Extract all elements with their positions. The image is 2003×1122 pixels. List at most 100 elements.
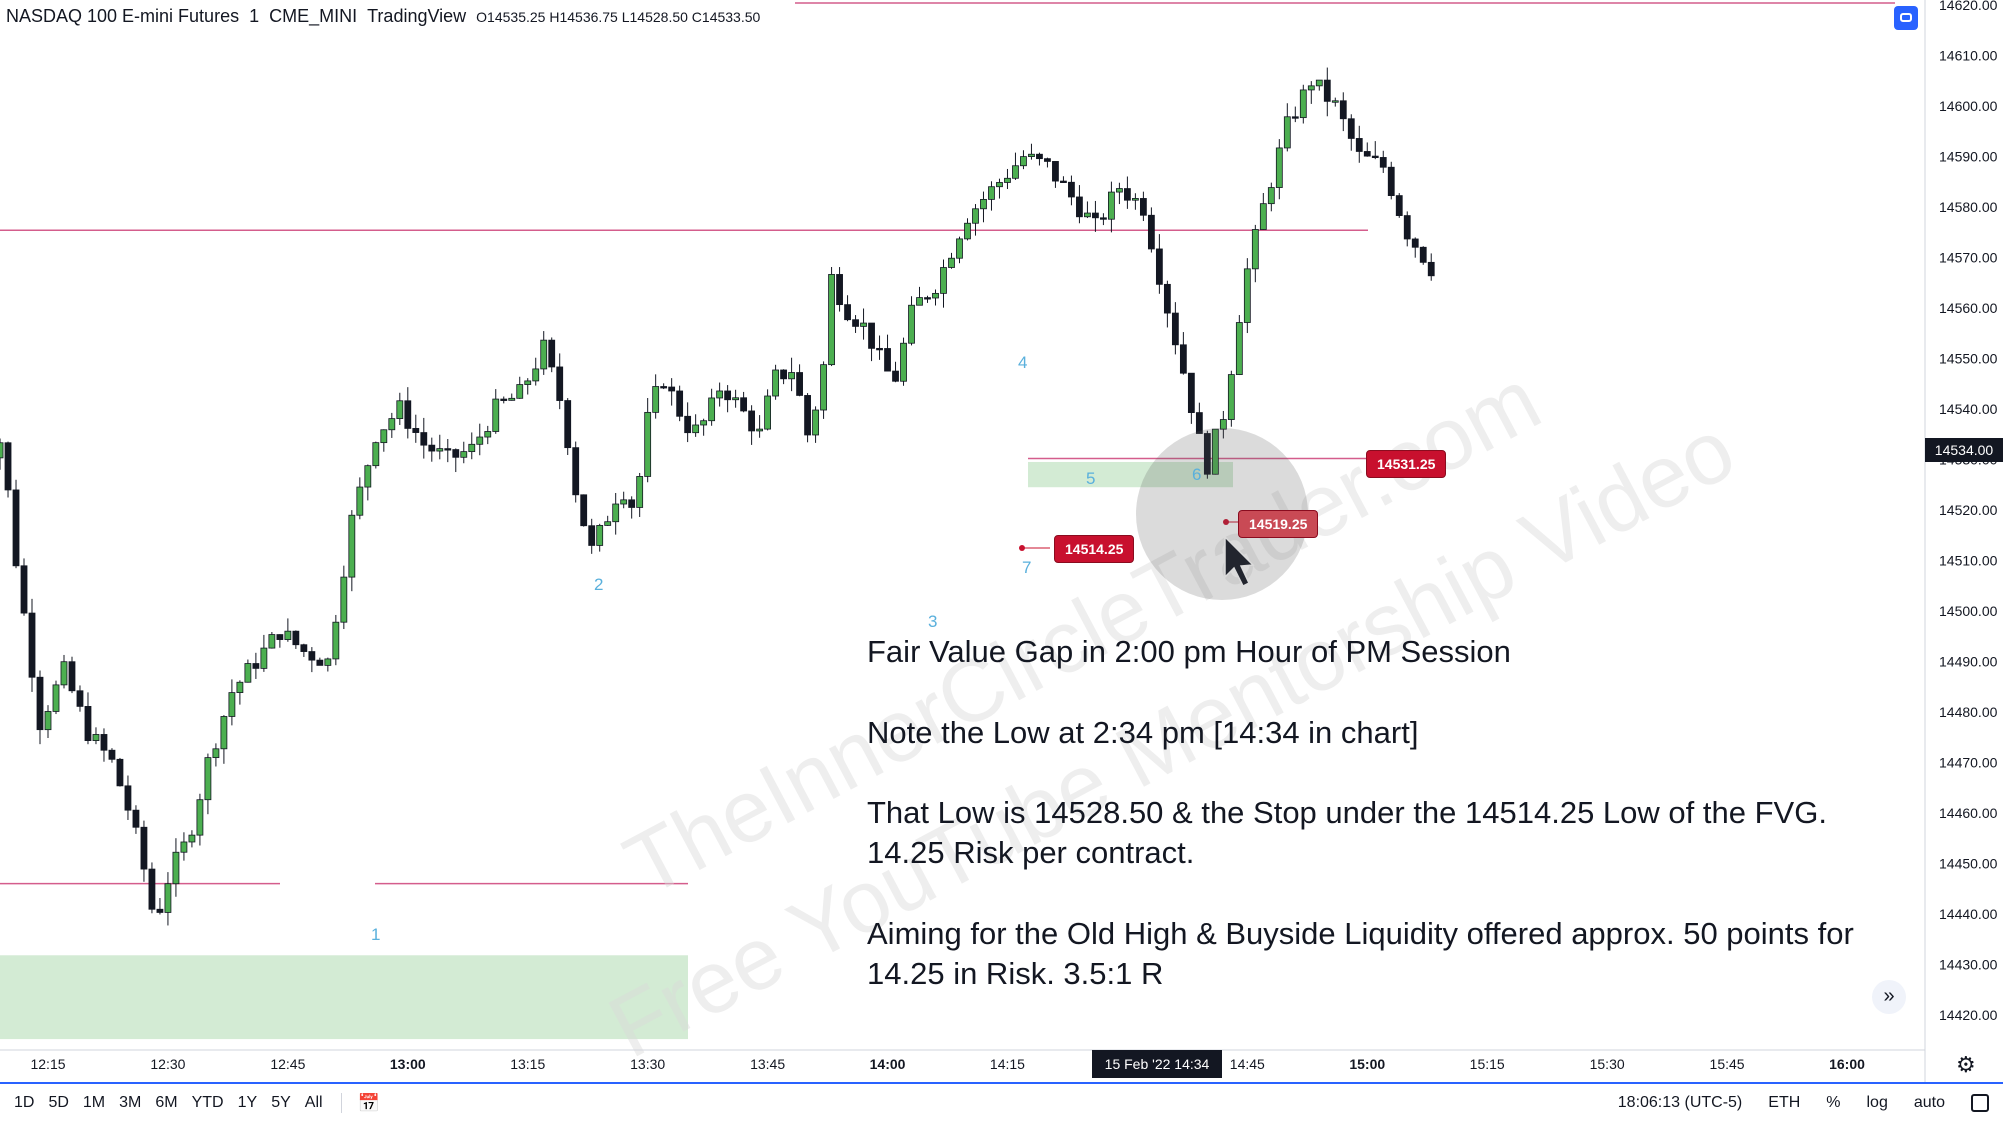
candle-bear — [428, 444, 436, 452]
candle-bear — [140, 826, 148, 870]
log-toggle[interactable]: log — [1866, 1094, 1888, 1111]
timeframe-ytd[interactable]: YTD — [191, 1094, 224, 1111]
wave-label-2: 2 — [594, 575, 604, 594]
candle-bull — [1219, 419, 1227, 430]
candle-bear — [1155, 248, 1163, 285]
wave-label-1: 1 — [371, 925, 381, 944]
price-tag-14531[interactable]: 14531.25 — [1366, 450, 1447, 478]
candle-bull — [340, 576, 348, 623]
timeframe-3m[interactable]: 3M — [119, 1094, 142, 1111]
candle-bear — [1092, 212, 1099, 219]
candle-bull — [1243, 268, 1251, 323]
candle-bull — [972, 208, 979, 224]
x-tick-label: 13:00 — [389, 1056, 426, 1072]
y-tick-label: 14430.00 — [1939, 956, 1998, 972]
y-tick-label: 14510.00 — [1939, 552, 1998, 568]
interval-label[interactable]: 1 — [249, 6, 260, 26]
candle-bear — [1036, 153, 1043, 160]
percent-toggle[interactable]: % — [1826, 1094, 1841, 1111]
candle-bull — [524, 380, 532, 385]
y-tick-label: 14500.00 — [1939, 603, 1998, 619]
chat-icon[interactable] — [1894, 6, 1918, 30]
y-tick-label: 14580.00 — [1939, 199, 1998, 215]
candle-bear — [12, 489, 20, 567]
time-axis-cursor-label: 15 Feb '22 14:34 — [1092, 1050, 1222, 1078]
chart-legend[interactable]: NASDAQ 100 E-mini Futures 1 CME_MINI Tra… — [6, 6, 760, 27]
fvg-zones — [0, 461, 1233, 1040]
auto-toggle[interactable]: auto — [1913, 1094, 1945, 1111]
candle-bear — [676, 390, 684, 417]
candle-bull — [900, 342, 907, 382]
clock-label[interactable]: 18:06:13 (UTC-5) — [1617, 1094, 1743, 1111]
candle-bull — [908, 304, 915, 344]
fvg-zone-1 — [0, 955, 688, 1040]
candle-bear — [276, 634, 284, 640]
candle-bull — [604, 521, 612, 526]
y-tick-label: 14470.00 — [1939, 754, 1998, 770]
timeframe-1y[interactable]: 1Y — [237, 1094, 258, 1111]
candle-bull — [964, 222, 971, 240]
candle-bull — [244, 663, 252, 683]
candle-bear — [780, 369, 787, 380]
ohlc-values: O14535.25 H14536.75 L14528.50 C14533.50 — [476, 9, 761, 25]
candle-bull — [468, 443, 476, 453]
wave-label-3: 3 — [928, 612, 938, 631]
candle-bear — [500, 398, 508, 401]
candle-bear — [1339, 100, 1347, 120]
x-tick-label: 15:15 — [1469, 1056, 1505, 1072]
candle-bull — [612, 503, 620, 523]
candle-bull — [52, 684, 60, 712]
candle-bear — [156, 908, 164, 913]
price-tag-14514[interactable]: 14514.25 — [1054, 535, 1135, 563]
candle-bull — [396, 400, 404, 420]
candle-bear — [100, 734, 108, 751]
goto-date-icon[interactable]: 📅 — [357, 1092, 380, 1113]
timeframe-all[interactable]: All — [304, 1094, 323, 1111]
candle-bull — [1299, 89, 1307, 119]
candle-bull — [1267, 187, 1275, 205]
candle-bear — [444, 448, 452, 451]
timeframe-5d[interactable]: 5D — [48, 1094, 69, 1111]
candle-bull — [1331, 100, 1339, 103]
candle-bear — [1187, 372, 1195, 413]
tag-point-14519 — [1223, 519, 1229, 525]
candle-bull — [1211, 428, 1219, 475]
candle-bull — [284, 630, 292, 640]
timeframe-1m[interactable]: 1M — [82, 1094, 106, 1111]
level-lines — [0, 2, 1895, 885]
y-tick-label: 14490.00 — [1939, 653, 1998, 669]
candle-bear — [924, 297, 931, 300]
candle-bull — [460, 451, 468, 458]
candle-bull — [1084, 212, 1091, 218]
timeframe-6m[interactable]: 6M — [155, 1094, 178, 1111]
price-chart[interactable]: TheInnerCircleTrader.com Free YouTube Me… — [0, 0, 2003, 1082]
y-tick-label: 14610.00 — [1939, 48, 1998, 64]
candle-bull — [732, 397, 740, 401]
gear-icon[interactable]: ⚙ — [1956, 1052, 1976, 1077]
candle-bull — [756, 428, 764, 432]
timeframe-5y[interactable]: 5Y — [271, 1094, 291, 1111]
note-line4b: 14.25 in Risk. 3.5:1 R — [867, 956, 1164, 991]
candle-bear — [1347, 118, 1355, 139]
y-tick-label: 14420.00 — [1939, 1007, 1998, 1023]
fullscreen-icon[interactable] — [1971, 1094, 1989, 1112]
candle-bull — [180, 841, 188, 853]
x-tick-label: 16:00 — [1829, 1056, 1865, 1072]
candle-bear — [1379, 157, 1387, 168]
candle-bull — [44, 711, 52, 731]
candle-bear — [884, 348, 891, 372]
price-tag-14519[interactable]: 14519.25 — [1238, 510, 1319, 538]
candle-bull — [956, 238, 963, 259]
candle-bear — [1403, 215, 1411, 240]
scroll-to-realtime-icon[interactable]: » — [1872, 980, 1906, 1014]
candle-bull — [212, 748, 220, 759]
session-label[interactable]: ETH — [1768, 1094, 1801, 1111]
candle-bear — [724, 390, 732, 401]
symbol-name[interactable]: NASDAQ 100 E-mini Futures — [6, 6, 240, 26]
timeframe-1d[interactable]: 1D — [14, 1094, 35, 1111]
candle-bull — [172, 851, 180, 885]
candle-bear — [404, 400, 412, 429]
price-axis[interactable]: 14620.00 14610.00 14600.00 14590.00 14580.00… — [1939, 0, 1998, 1023]
candle-bear — [1355, 138, 1363, 152]
candle-bull — [1275, 147, 1283, 188]
